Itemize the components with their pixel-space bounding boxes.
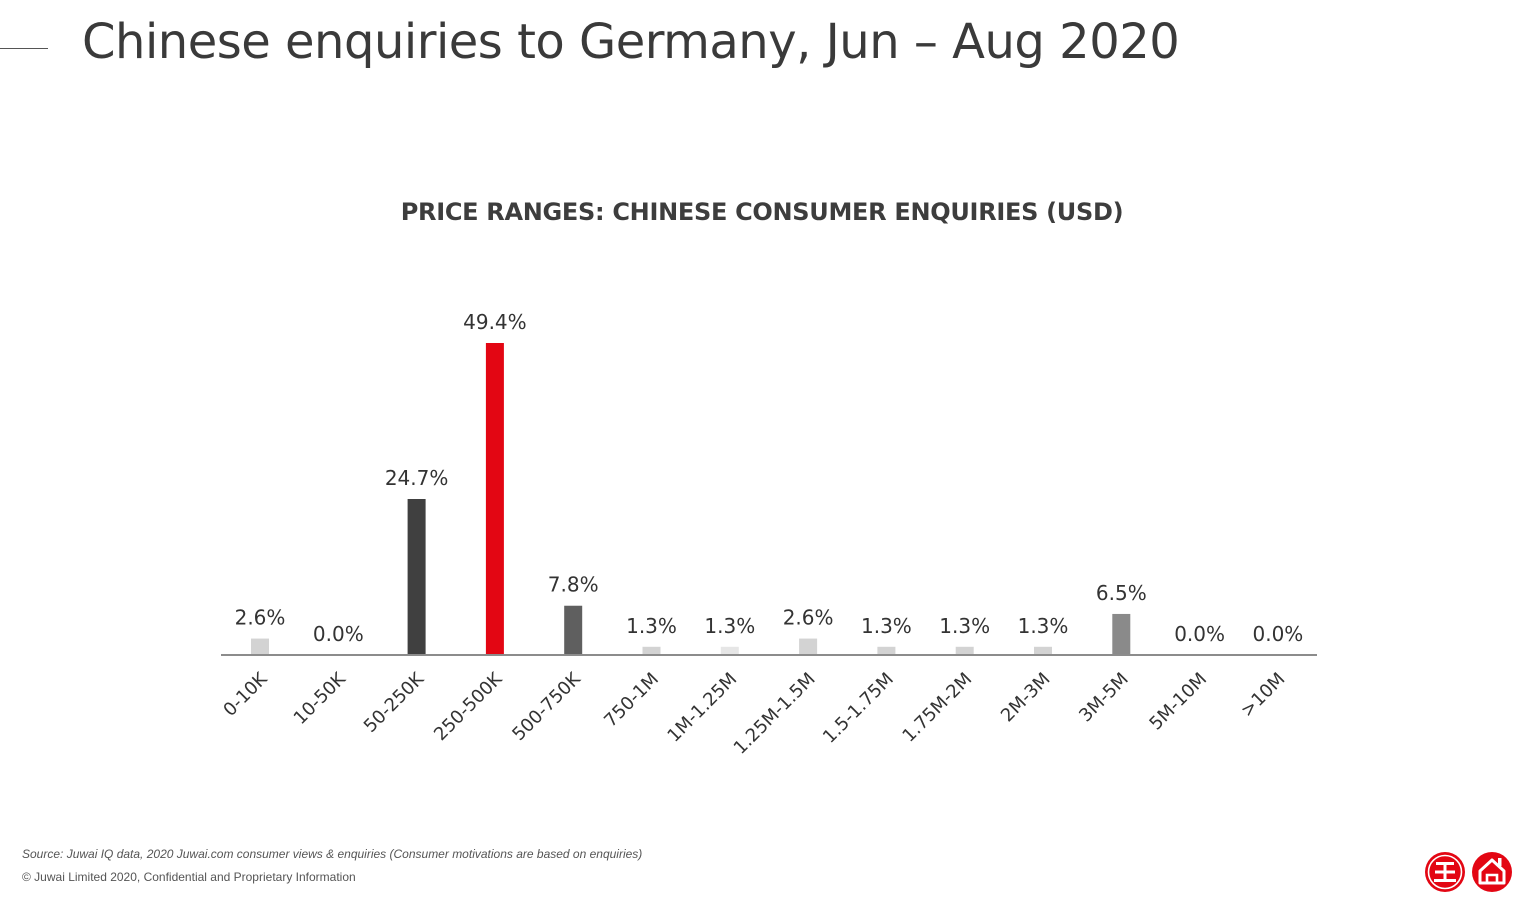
house-icon <box>1472 852 1512 892</box>
x-tick-label: 500-750K <box>508 668 585 745</box>
x-tick-label: 1.5-1.75M <box>819 669 898 748</box>
page-title: Chinese enquiries to Germany, Jun – Aug … <box>82 14 1180 70</box>
juwai-seal-icon <box>1425 852 1465 892</box>
data-label: 0.0% <box>1174 622 1225 646</box>
title-rule <box>0 48 48 49</box>
data-label: 1.3% <box>861 614 912 638</box>
data-label: 1.3% <box>1018 614 1069 638</box>
x-tick-label: 250-500K <box>430 668 507 745</box>
bar <box>251 638 269 655</box>
data-label: 1.3% <box>939 614 990 638</box>
bar <box>720 646 739 655</box>
chart-title: PRICE RANGES: CHINESE CONSUMER ENQUIRIES… <box>400 198 1124 226</box>
data-label: 1.3% <box>626 614 677 638</box>
x-tick-label: >10M <box>1237 669 1290 722</box>
copyright-note: © Juwai Limited 2020, Confidential and P… <box>22 870 356 884</box>
x-tick-label: 750-1M <box>600 669 663 732</box>
data-label: 2.6% <box>235 606 286 630</box>
x-tick-label: 1.75M-2M <box>898 669 976 747</box>
bar <box>1034 646 1052 655</box>
x-tick-label: 1.25M-1.5M <box>730 669 820 759</box>
x-tick-label: 5M-10M <box>1145 669 1211 735</box>
data-label: 7.8% <box>548 573 599 597</box>
source-note: Source: Juwai IQ data, 2020 Juwai.com co… <box>22 847 643 861</box>
x-tick-label: 1M-1.25M <box>663 669 741 747</box>
bar <box>1112 613 1131 655</box>
bar <box>642 646 661 655</box>
bar <box>564 605 583 655</box>
data-label: 2.6% <box>783 606 834 630</box>
x-tick-label: 10-50K <box>290 668 351 729</box>
x-tick-label: 2M-3M <box>997 669 1055 727</box>
bar <box>485 343 504 655</box>
bar <box>877 646 896 655</box>
data-label: 1.3% <box>704 614 755 638</box>
x-tick-label: 3M-5M <box>1075 669 1133 727</box>
data-label: 24.7% <box>385 466 449 490</box>
x-tick-label: 0-10K <box>219 668 272 721</box>
data-label: 49.4% <box>463 310 527 334</box>
bar <box>407 499 426 655</box>
data-label: 6.5% <box>1096 581 1147 605</box>
x-tick-label: 50-250K <box>360 668 429 737</box>
bar <box>955 646 974 655</box>
data-label: 0.0% <box>313 622 364 646</box>
data-label: 0.0% <box>1252 622 1303 646</box>
brand-logos <box>1425 852 1512 892</box>
bar <box>799 638 818 655</box>
